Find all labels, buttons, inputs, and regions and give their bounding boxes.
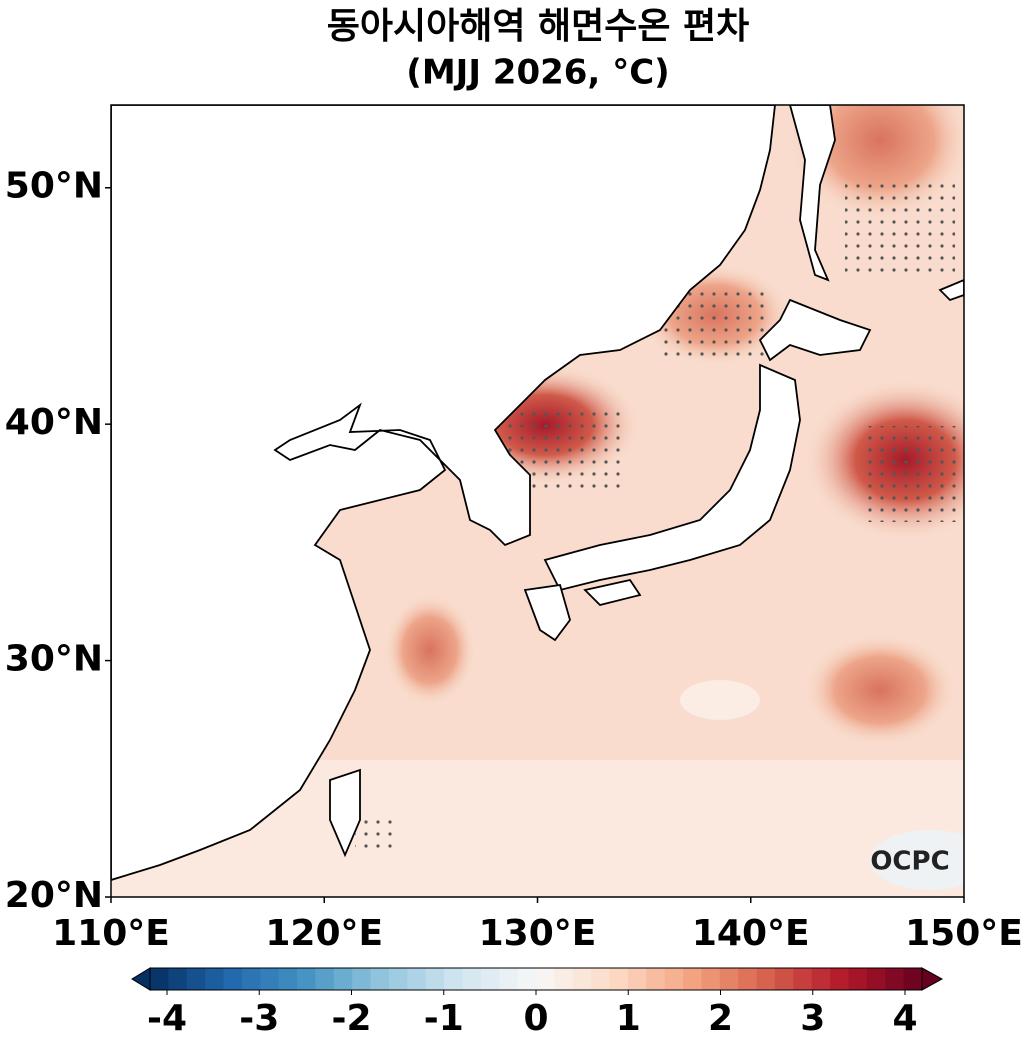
colorbar-segment bbox=[572, 968, 592, 990]
taiwan bbox=[329, 768, 361, 858]
colorbar-tick-label: -2 bbox=[332, 998, 372, 1039]
sakhalin bbox=[789, 105, 836, 282]
colorbar-segment bbox=[664, 968, 684, 990]
colorbar-segment bbox=[223, 968, 243, 990]
shikoku bbox=[583, 578, 642, 606]
anomaly-area bbox=[385, 595, 475, 705]
colorbar-segment bbox=[738, 968, 758, 990]
colorbar-segment bbox=[480, 968, 500, 990]
colorbar-segment bbox=[885, 968, 905, 990]
colorbar-segment bbox=[278, 968, 298, 990]
colorbar-segment bbox=[315, 968, 335, 990]
lat-tick-label: 30°N bbox=[5, 639, 103, 680]
lon-tick-label: 140°E bbox=[692, 913, 810, 954]
mainland bbox=[111, 105, 776, 881]
colorbar-segment bbox=[444, 968, 463, 990]
logo: OCPC bbox=[870, 847, 949, 877]
colorbar-segment bbox=[830, 968, 849, 990]
colorbar-tick-label: -3 bbox=[239, 998, 279, 1039]
colorbar-segment bbox=[811, 968, 831, 990]
colorbar-segment bbox=[719, 968, 739, 990]
colorbar-segment bbox=[701, 968, 721, 990]
colorbar-segment bbox=[848, 968, 868, 990]
colorbar-tick-label: 3 bbox=[800, 998, 825, 1039]
lon-tick-label: 150°E bbox=[905, 913, 1023, 954]
colorbar-extend-low bbox=[131, 967, 151, 991]
colorbar-segment bbox=[205, 968, 225, 990]
colorbar-segment bbox=[388, 968, 408, 990]
colorbar-segment bbox=[536, 968, 555, 990]
colorbar-segment bbox=[168, 968, 188, 990]
colorbar-segment bbox=[186, 968, 206, 990]
anomaly-area bbox=[870, 830, 964, 890]
colorbar-segment bbox=[756, 968, 776, 990]
sst-field bbox=[111, 105, 964, 897]
lon-tick-label: 120°E bbox=[265, 913, 383, 954]
colorbar-segment bbox=[517, 968, 537, 990]
kuril bbox=[938, 279, 964, 302]
colorbar-segment bbox=[425, 968, 445, 990]
honshu bbox=[543, 363, 801, 592]
significance-dots bbox=[845, 176, 955, 272]
colorbar-segment bbox=[774, 968, 794, 990]
colorbar-segment bbox=[297, 968, 316, 990]
map-subtitle: (MJJ 2026, °C) bbox=[406, 53, 669, 93]
land bbox=[111, 105, 964, 881]
colorbar-segment bbox=[150, 968, 169, 990]
colorbar-segment bbox=[609, 968, 629, 990]
lat-tick-label: 50°N bbox=[5, 166, 103, 207]
colorbar-segment bbox=[407, 968, 427, 990]
colorbar-segment bbox=[646, 968, 666, 990]
colorbar: -4 -3 -2 -1 0 1 2 3 4 bbox=[131, 967, 944, 1039]
anomaly-area bbox=[680, 680, 760, 720]
colorbar-extend-high bbox=[921, 967, 944, 991]
colorbar-segment bbox=[683, 968, 702, 990]
colorbar-segment bbox=[499, 968, 519, 990]
hokkaido bbox=[758, 298, 872, 362]
colorbar-segment bbox=[591, 968, 611, 990]
colorbar-segment bbox=[241, 968, 261, 990]
colorbar-segment bbox=[260, 968, 280, 990]
colorbar-tick-label: 2 bbox=[708, 998, 733, 1039]
colorbar-segment bbox=[793, 968, 813, 990]
anomaly-area bbox=[805, 635, 955, 745]
colorbar-segment bbox=[462, 968, 482, 990]
colorbar-segment bbox=[627, 968, 647, 990]
colorbar-segment bbox=[333, 968, 353, 990]
lon-tick-label: 130°E bbox=[479, 913, 597, 954]
colorbar-tick-label: -1 bbox=[424, 998, 464, 1039]
colorbar-tick-label: 1 bbox=[616, 998, 641, 1039]
significance-dots bbox=[355, 816, 395, 856]
colorbar-tick-label: -4 bbox=[147, 998, 187, 1039]
lat-tick-label: 40°N bbox=[5, 402, 103, 443]
colorbar-segment bbox=[866, 968, 886, 990]
lat-tick-label: 20°N bbox=[5, 875, 103, 916]
colorbar-segment bbox=[370, 968, 390, 990]
colorbar-tick-label: 4 bbox=[892, 998, 917, 1039]
significance-dots bbox=[864, 426, 964, 522]
kyushu bbox=[523, 583, 571, 642]
colorbar-segment bbox=[903, 968, 923, 990]
colorbar-segment bbox=[352, 968, 372, 990]
lon-tick-label: 110°E bbox=[52, 913, 170, 954]
axes: 20°N 30°N 40°N 50°N 110°E 120°E 130°E 140°E 150°… bbox=[5, 166, 1023, 954]
map-title: 동아시아해역 해면수온 편차 bbox=[327, 6, 750, 47]
colorbar-segment bbox=[554, 968, 574, 990]
colorbar-tick-label: 0 bbox=[523, 998, 548, 1039]
